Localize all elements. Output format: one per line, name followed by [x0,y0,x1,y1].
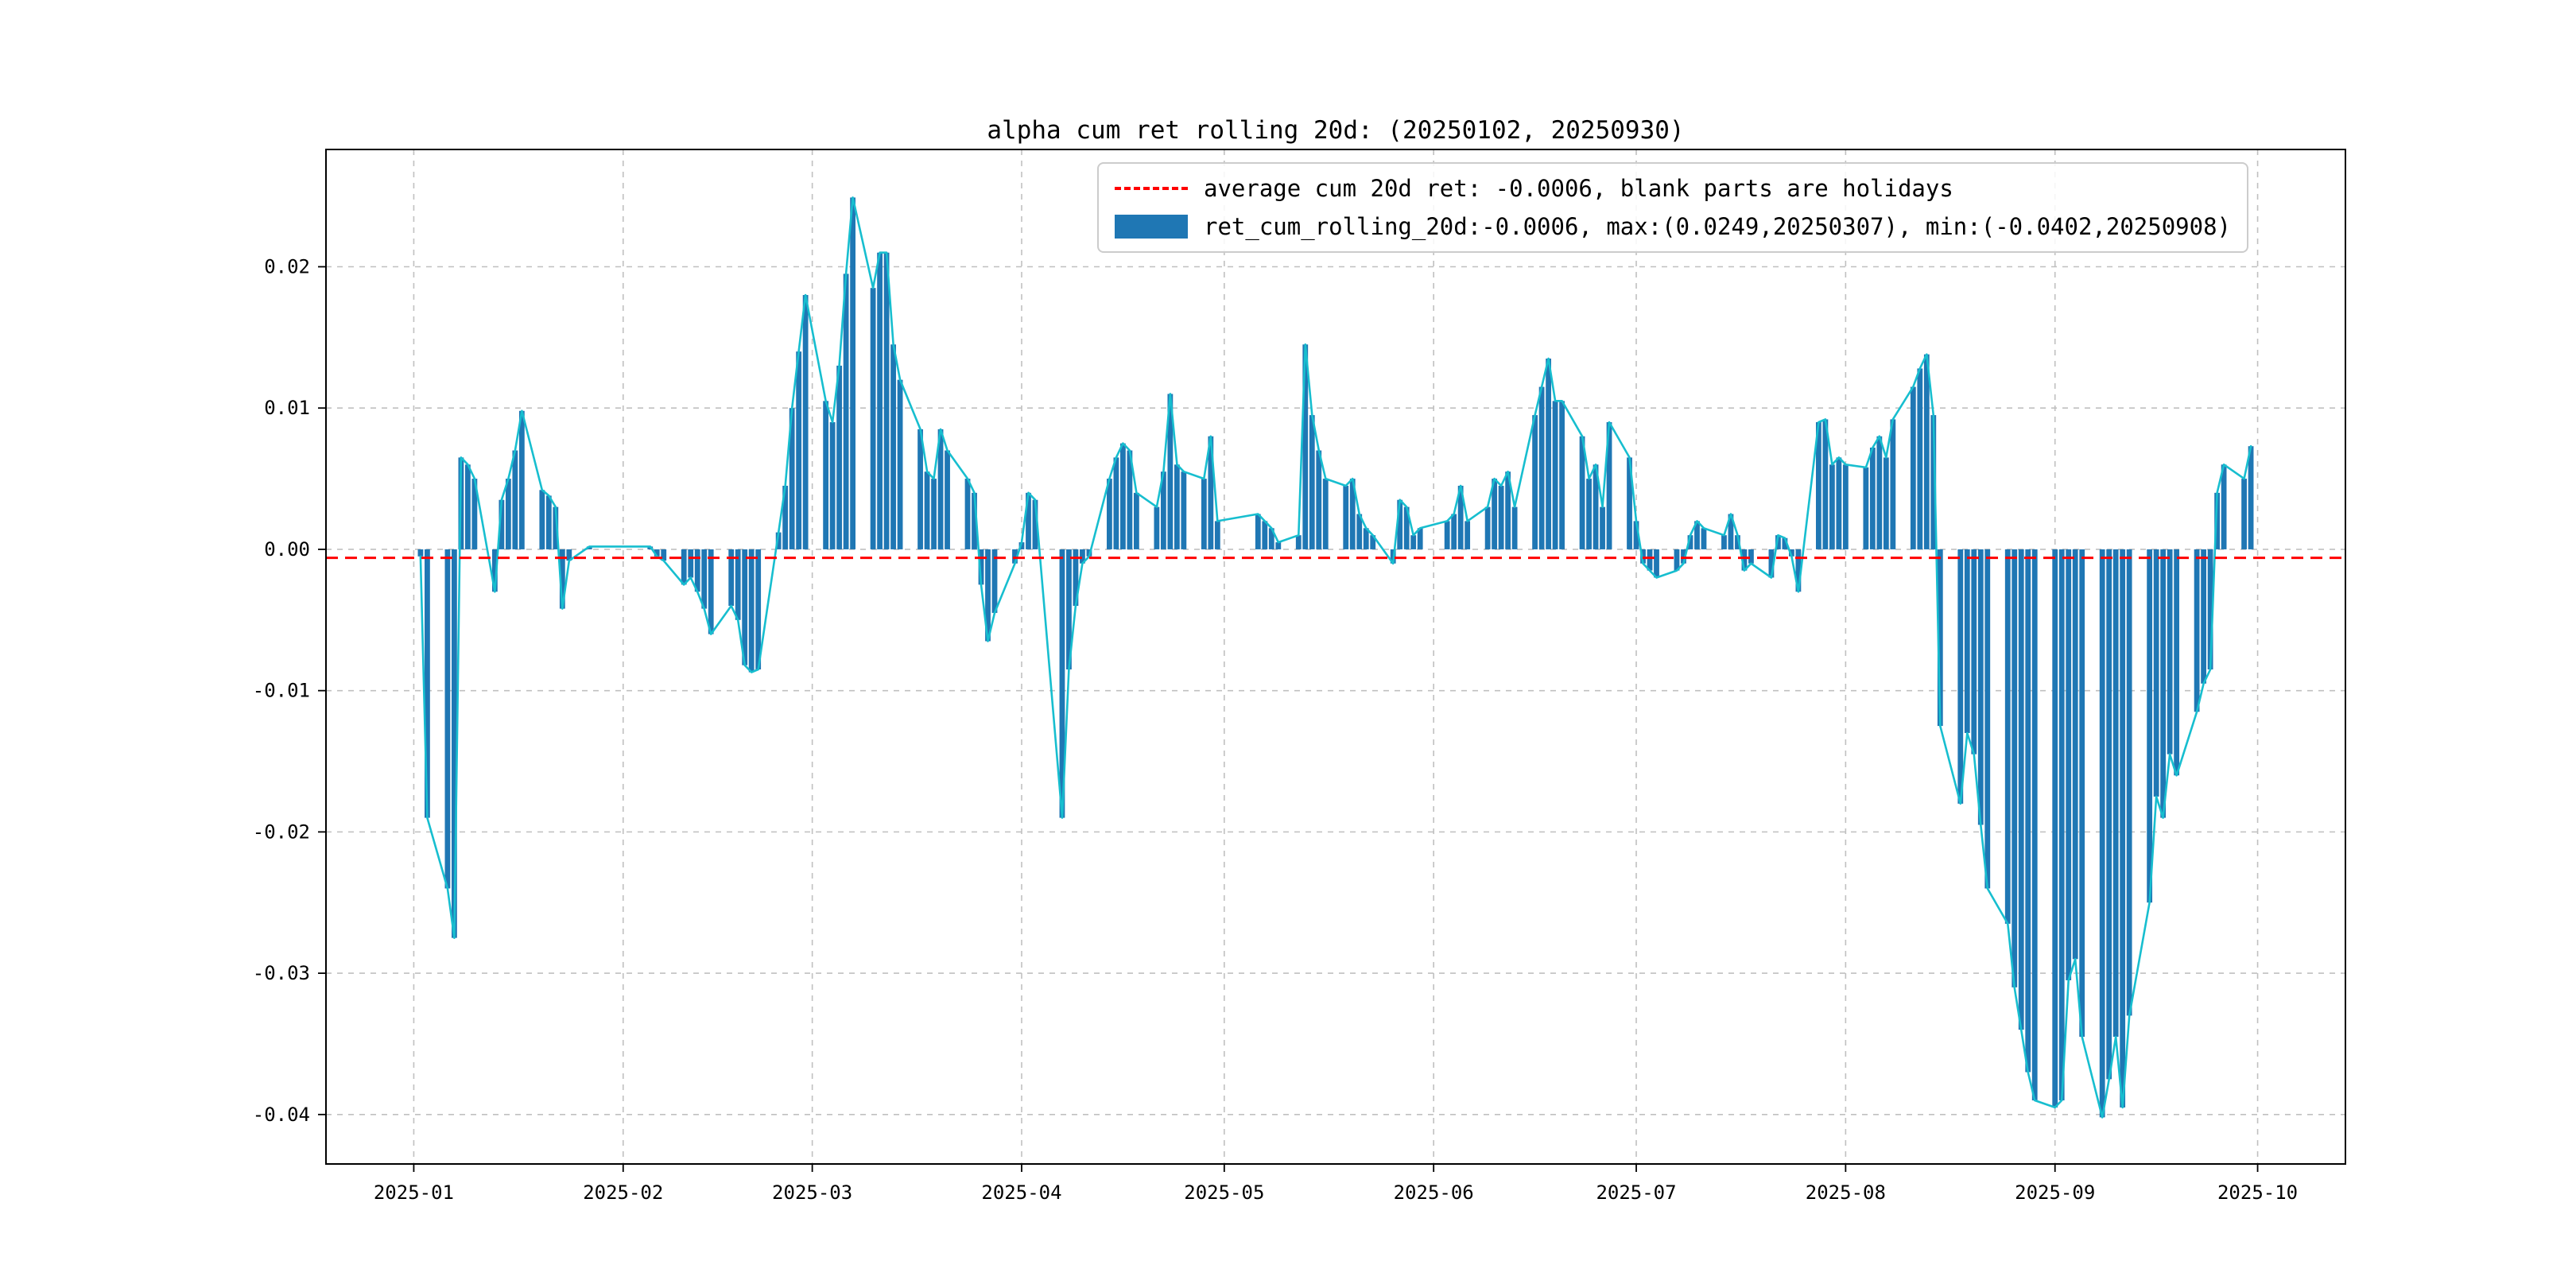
svg-text:2025-01: 2025-01 [374,1181,454,1204]
svg-text:-0.04: -0.04 [253,1104,310,1126]
red-dashed-line-sample [1115,187,1188,190]
svg-text:-0.02: -0.02 [253,821,310,843]
svg-text:0.01: 0.01 [264,397,310,419]
svg-text:0.02: 0.02 [264,256,310,278]
svg-text:2025-02: 2025-02 [583,1181,663,1204]
svg-text:-0.01: -0.01 [253,680,310,702]
svg-text:2025-03: 2025-03 [772,1181,852,1204]
legend-item-series: ret_cum_rolling_20d:-0.0006, max:(0.0249… [1115,213,2231,240]
svg-text:-0.03: -0.03 [253,962,310,984]
legend: average cum 20d ret: -0.0006, blank part… [1097,162,2249,253]
svg-text:2025-06: 2025-06 [1394,1181,1474,1204]
svg-text:2025-05: 2025-05 [1184,1181,1264,1204]
legend-series-label: ret_cum_rolling_20d:-0.0006, max:(0.0249… [1204,213,2232,240]
chart-title: alpha cum ret rolling 20d: (20250102, 20… [987,116,1685,145]
svg-text:2025-09: 2025-09 [2015,1181,2095,1204]
legend-average-label: average cum 20d ret: -0.0006, blank part… [1204,175,1953,202]
svg-text:2025-04: 2025-04 [981,1181,1061,1204]
svg-text:2025-07: 2025-07 [1596,1181,1676,1204]
svg-text:0.00: 0.00 [264,538,310,561]
svg-text:2025-10: 2025-10 [2217,1181,2298,1204]
series-color-sample [1115,215,1188,239]
legend-item-average: average cum 20d ret: -0.0006, blank part… [1115,175,2231,202]
svg-text:2025-08: 2025-08 [1806,1181,1886,1204]
